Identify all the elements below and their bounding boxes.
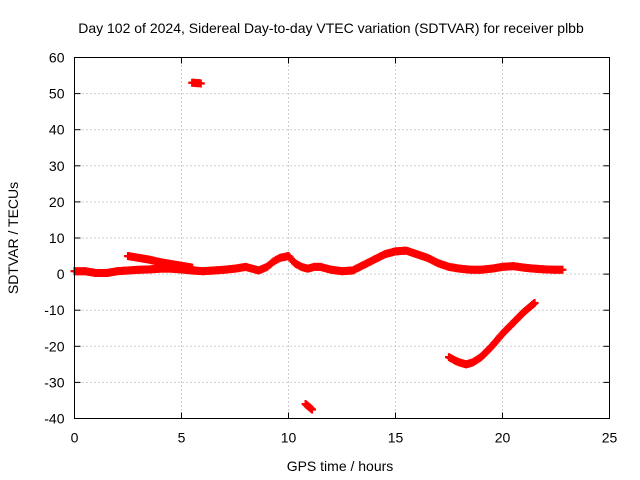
- y-tick-label: -30: [44, 374, 64, 390]
- y-tick-label: 50: [49, 86, 65, 102]
- series-segment-2.5h: [124, 252, 197, 272]
- x-tick-label: 15: [388, 430, 404, 446]
- y-tick-label: -10: [44, 302, 64, 318]
- x-axis-label: GPS time / hours: [287, 458, 394, 474]
- series-outlier-top: [188, 78, 205, 88]
- y-tick-labels: -40 -30 -20 -10 0 10 20 30 40 50 60: [44, 50, 64, 427]
- series-main: [70, 246, 567, 278]
- y-tick-label: 40: [49, 122, 65, 138]
- x-tick-label: 20: [495, 430, 511, 446]
- x-tick-label: 0: [71, 430, 79, 446]
- data-point: [530, 298, 539, 307]
- chart-title: Day 102 of 2024, Sidereal Day-to-day VTE…: [78, 20, 584, 36]
- plot-frame: [74, 57, 610, 419]
- series-outlier-bottom: [301, 400, 317, 414]
- x-tick-label: 25: [602, 430, 618, 446]
- y-tick-label: -40: [44, 411, 64, 427]
- x-tick-labels: 0 5 10 15 20 25: [71, 430, 618, 446]
- y-tick-label: 60: [49, 50, 65, 66]
- data-point: [196, 79, 205, 88]
- y-tick-label: -20: [44, 338, 64, 354]
- y-tick-label: 30: [49, 158, 65, 174]
- series-late-descending: [445, 298, 539, 369]
- data-point: [558, 265, 567, 274]
- x-tick-label: 10: [281, 430, 297, 446]
- grid: [74, 57, 610, 419]
- data-point: [188, 263, 197, 272]
- y-tick-label: 0: [57, 266, 65, 282]
- data-point: [308, 405, 317, 414]
- y-tick-label: 10: [49, 230, 65, 246]
- data-points: [70, 78, 567, 414]
- y-axis-label: SDTVAR / TECUs: [5, 182, 21, 294]
- x-tick-label: 5: [178, 430, 186, 446]
- y-tick-label: 20: [49, 194, 65, 210]
